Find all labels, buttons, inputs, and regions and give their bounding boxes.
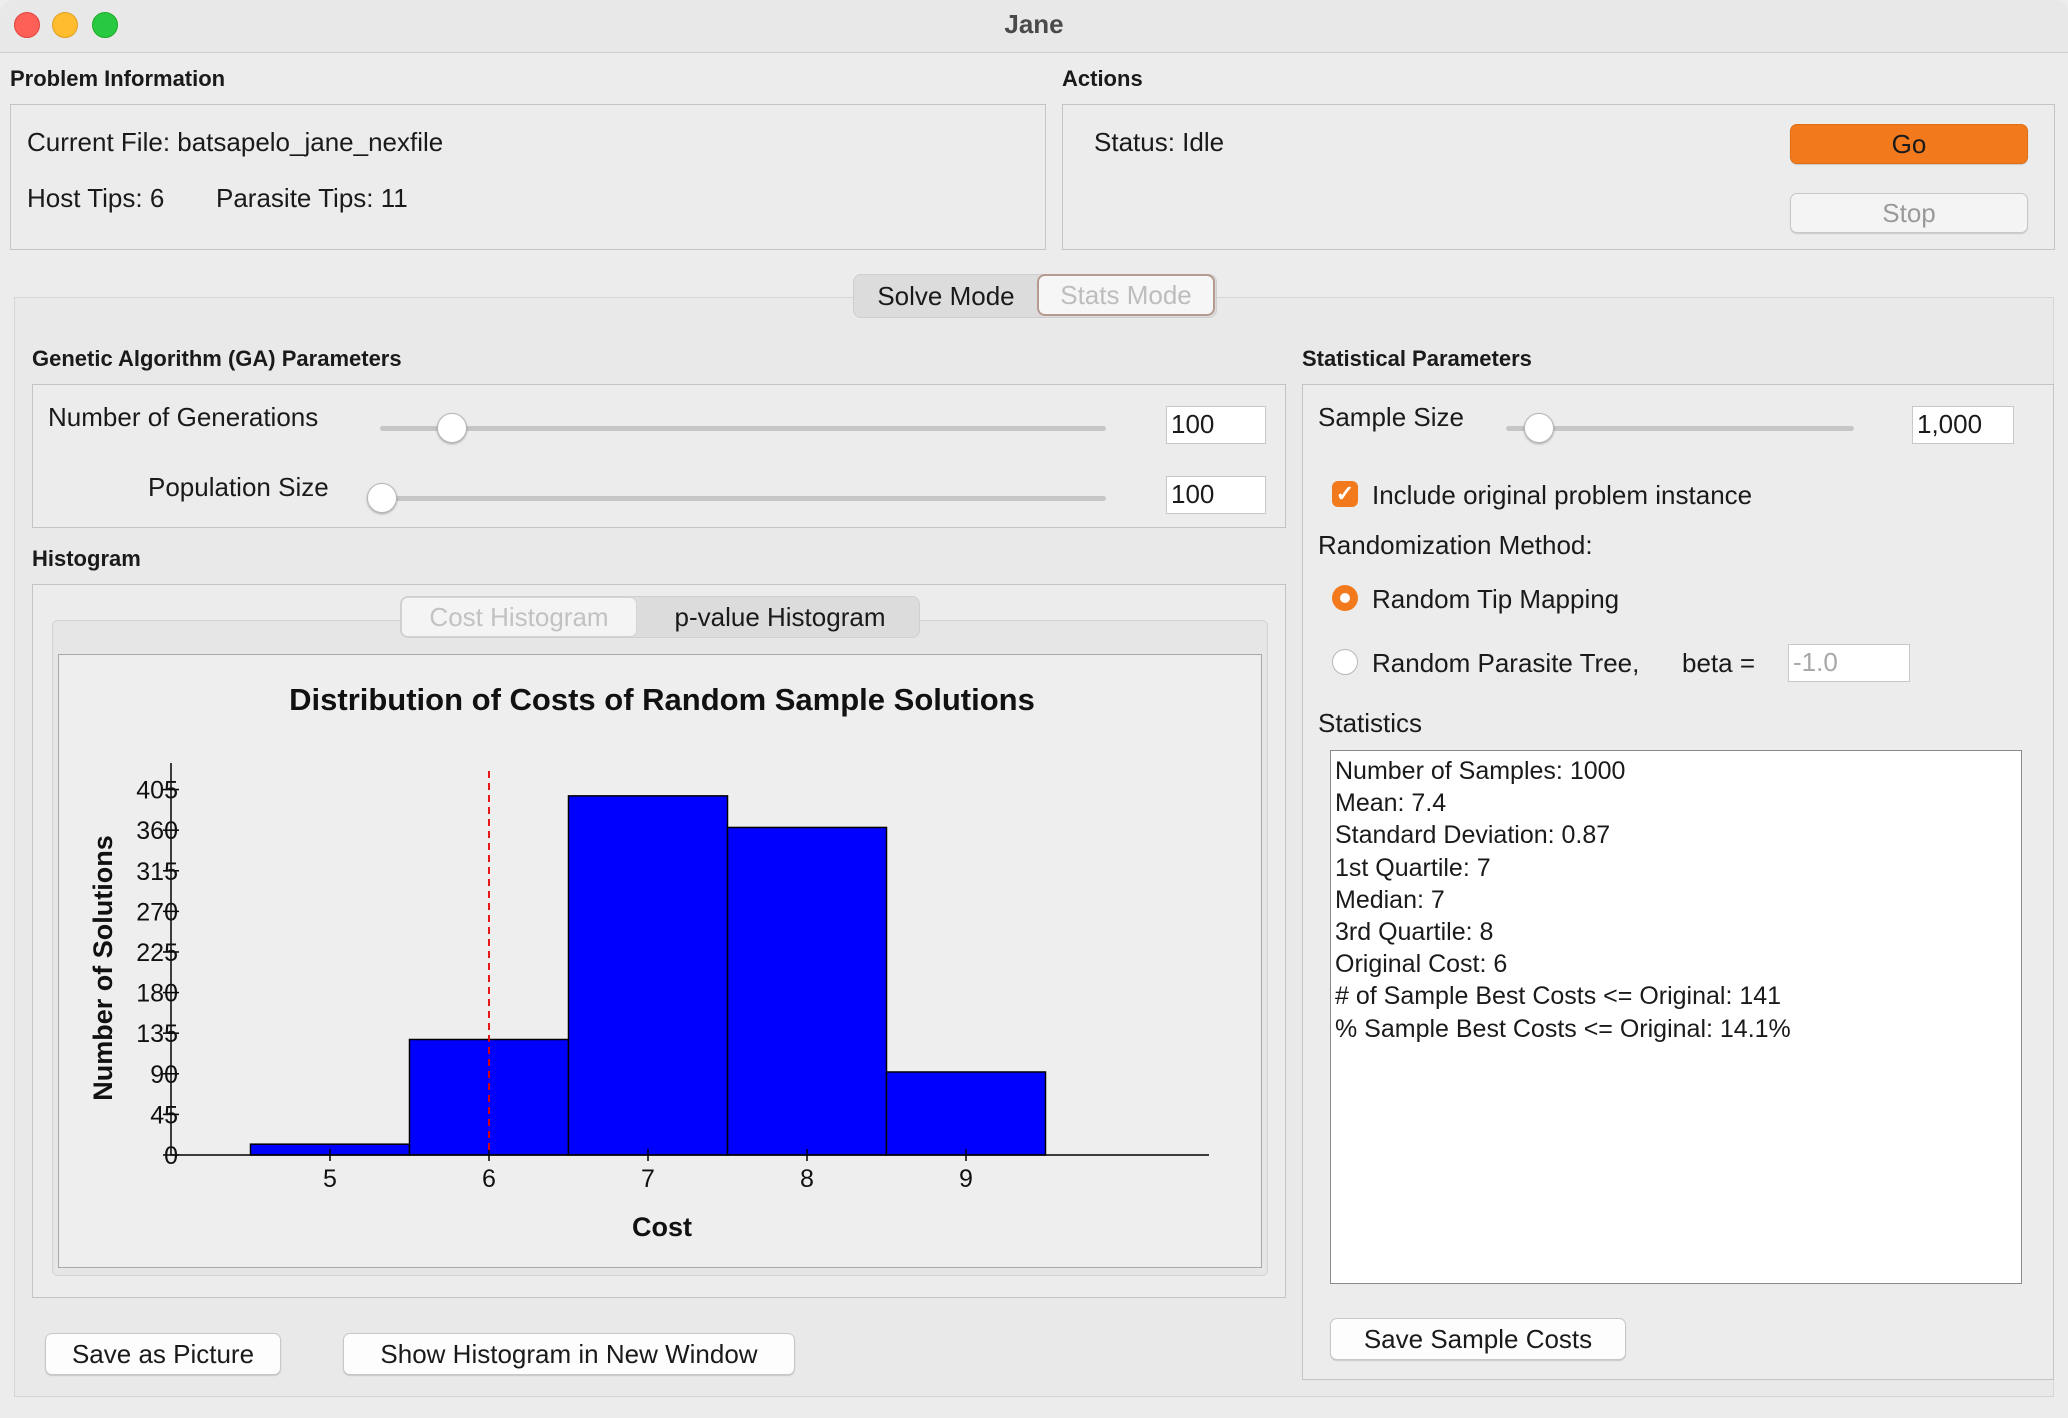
title-bar: Jane <box>0 0 2068 53</box>
include-original-label[interactable]: Include original problem instance <box>1372 480 1753 510</box>
statistics-line: Number of Samples: 1000 <box>1335 757 1626 785</box>
y-tick-label: 270 <box>136 898 178 926</box>
tab-solve-mode[interactable]: Solve Mode <box>877 281 1015 311</box>
y-tick-label: 135 <box>136 1020 178 1048</box>
y-tick-label: 45 <box>150 1101 178 1129</box>
sample-size-field[interactable]: 1,000 <box>1912 406 2014 444</box>
statistics-line: Mean: 7.4 <box>1335 789 1447 818</box>
statistics-label: Statistics <box>1318 708 1423 738</box>
random-tip-mapping-radio[interactable] <box>1332 585 1358 611</box>
show-histogram-new-window-button[interactable]: Show Histogram in New Window <box>343 1333 795 1375</box>
histogram-bar <box>567 795 729 1156</box>
cost-histogram-chart: Distribution of Costs of Random Sample S… <box>88 682 1209 1242</box>
beta-field[interactable]: -1.0 <box>1788 644 1910 682</box>
randomization-method-label: Randomization Method: <box>1318 530 1593 560</box>
sample-size-label: Sample Size <box>1318 402 1464 432</box>
beta-label: beta = <box>1682 648 1756 678</box>
chart-y-axis-label: Number of Solutions <box>88 835 118 1101</box>
include-original-checkbox[interactable]: ✓ <box>1332 481 1358 507</box>
x-tick-label: 9 <box>959 1165 973 1193</box>
population-slider-handle[interactable] <box>367 483 397 513</box>
random-tip-mapping-label[interactable]: Random Tip Mapping <box>1372 584 1620 614</box>
statistics-line: % Sample Best Costs <= Original: 14.1% <box>1335 1014 1791 1043</box>
tab-stats-mode[interactable]: Stats Mode <box>1037 274 1215 316</box>
random-parasite-tree-radio[interactable] <box>1332 649 1358 675</box>
population-slider-track[interactable] <box>380 496 1106 501</box>
sample-size-slider-handle[interactable] <box>1524 413 1554 443</box>
save-sample-costs-button[interactable]: Save Sample Costs <box>1330 1318 1626 1360</box>
histogram-bar <box>726 826 888 1156</box>
x-tick-label: 6 <box>482 1165 496 1193</box>
generations-label: Number of Generations <box>48 402 319 432</box>
current-file-text: Current File: batsapelo_jane_nexfile <box>27 127 444 157</box>
statistics-line: Original Cost: 6 <box>1335 950 1508 979</box>
x-tick-label: 5 <box>323 1165 337 1193</box>
window-title: Jane <box>1004 9 1064 39</box>
statistics-line: 3rd Quartile: 8 <box>1335 918 1494 947</box>
y-tick-label: 315 <box>136 858 178 886</box>
generations-slider-track[interactable] <box>380 426 1106 431</box>
statistics-line: Standard Deviation: 0.87 <box>1335 821 1611 850</box>
population-label: Population Size <box>148 472 329 502</box>
histogram-title: Histogram <box>32 546 141 571</box>
stat-params-title: Statistical Parameters <box>1302 346 1532 371</box>
host-tips-text: Host Tips: 6 <box>27 183 165 213</box>
generations-slider-handle[interactable] <box>437 413 467 443</box>
minimize-window-icon[interactable] <box>52 12 78 38</box>
y-tick-label: 405 <box>136 777 178 805</box>
y-tick-label: 0 <box>164 1142 178 1170</box>
generations-field[interactable]: 100 <box>1166 406 1266 444</box>
problem-info-title: Problem Information <box>10 66 226 91</box>
stop-button[interactable]: Stop <box>1790 193 2028 233</box>
random-parasite-tree-label[interactable]: Random Parasite Tree, <box>1372 648 1640 678</box>
save-as-picture-button[interactable]: Save as Picture <box>45 1333 281 1375</box>
y-tick-label: 180 <box>136 980 178 1008</box>
chart-title: Distribution of Costs of Random Sample S… <box>289 682 1035 717</box>
x-tick-label: 7 <box>641 1165 655 1193</box>
zoom-window-icon[interactable] <box>92 12 118 38</box>
statistics-line: Median: 7 <box>1335 885 1445 914</box>
y-tick-label: 225 <box>136 939 178 967</box>
y-tick-label: 360 <box>136 817 178 845</box>
close-window-icon[interactable] <box>14 12 40 38</box>
statistics-text-area[interactable]: Number of Samples: 1000 Mean: 7.4 Standard… <box>1330 750 2022 1284</box>
statistics-line: 1st Quartile: 7 <box>1335 853 1491 882</box>
problem-info-panel: Current File: batsapelo_jane_nexfile Hos… <box>10 104 1046 250</box>
statistics-line: # of Sample Best Costs <= Original: 141 <box>1335 982 1782 1011</box>
population-field[interactable]: 100 <box>1166 476 1266 514</box>
go-button[interactable]: Go <box>1790 124 2028 164</box>
x-tick-label: 8 <box>800 1165 814 1193</box>
histogram-bar <box>885 1071 1047 1156</box>
parasite-tips-text: Parasite Tips: 11 <box>216 183 408 213</box>
ga-params-panel <box>32 384 1286 528</box>
chart-x-axis-label: Cost <box>632 1212 692 1242</box>
chart-frame: Distribution of Costs of Random Sample S… <box>58 654 1262 1268</box>
actions-title: Actions <box>1062 66 1143 91</box>
tab-pvalue-histogram[interactable]: p-value Histogram <box>674 602 886 632</box>
sample-size-slider-track[interactable] <box>1506 426 1854 431</box>
tab-cost-histogram[interactable]: Cost Histogram <box>401 597 637 637</box>
y-tick-label: 90 <box>150 1061 178 1089</box>
status-text: Status: Idle <box>1094 127 1225 157</box>
ga-params-title: Genetic Algorithm (GA) Parameters <box>32 346 402 371</box>
